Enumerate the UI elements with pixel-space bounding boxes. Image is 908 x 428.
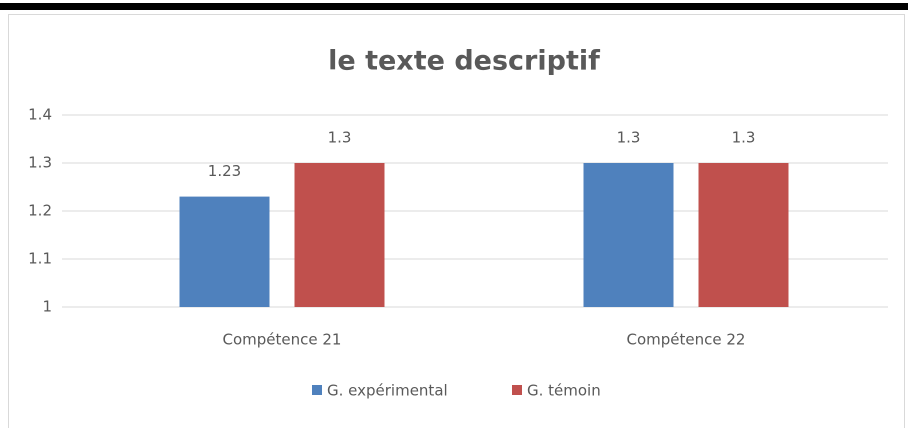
legend-swatch bbox=[512, 385, 522, 395]
y-tick-label: 1.3 bbox=[28, 154, 52, 172]
data-label: 1.3 bbox=[328, 129, 352, 147]
top-rule bbox=[0, 3, 908, 10]
x-tick-label: Compétence 22 bbox=[627, 331, 746, 349]
bar bbox=[179, 196, 270, 307]
data-label: 1.3 bbox=[732, 129, 756, 147]
y-tick-label: 1.4 bbox=[28, 106, 52, 124]
chart-title: le texte descriptif bbox=[328, 46, 600, 77]
data-label: 1.23 bbox=[208, 162, 241, 180]
y-tick-label: 1 bbox=[42, 298, 52, 316]
y-tick-label: 1.2 bbox=[28, 202, 52, 220]
data-label: 1.3 bbox=[617, 129, 641, 147]
x-tick-label: Compétence 21 bbox=[223, 331, 342, 349]
y-tick-label: 1.1 bbox=[28, 250, 52, 268]
legend-label: G. témoin bbox=[527, 382, 601, 400]
bar bbox=[294, 163, 385, 307]
legend-swatch bbox=[312, 385, 322, 395]
bar bbox=[583, 163, 674, 307]
bar bbox=[698, 163, 789, 307]
legend-label: G. expérimental bbox=[327, 382, 448, 400]
